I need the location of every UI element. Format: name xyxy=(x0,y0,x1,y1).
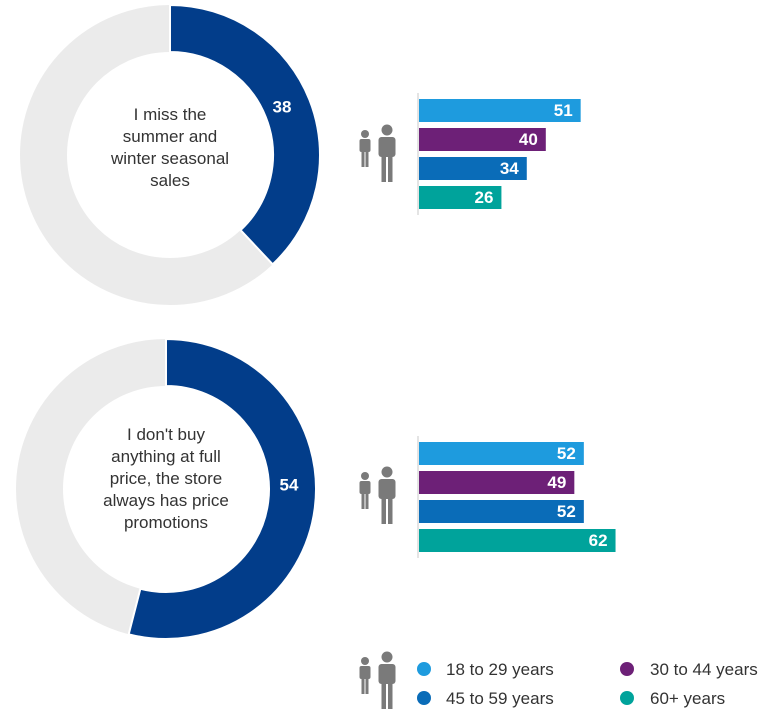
bar-value-label: 52 xyxy=(557,444,576,463)
bar-value-label: 51 xyxy=(554,101,573,120)
bar-2 xyxy=(419,128,546,151)
donut-center-label-line: sales xyxy=(150,171,190,190)
legend-swatch-30-44 xyxy=(620,662,634,676)
donut-center-label-line: summer and xyxy=(123,127,217,146)
legend-label-60-plus: 60+ years xyxy=(650,689,725,708)
legend-label-18-29: 18 to 29 years xyxy=(446,660,554,679)
donut-center-label-line: promotions xyxy=(124,513,208,532)
bar-3 xyxy=(419,500,584,523)
bar-1 xyxy=(419,99,581,122)
bar-value-label: 40 xyxy=(519,130,538,149)
bar-value-label: 34 xyxy=(500,159,519,178)
legend: 18 to 29 years 30 to 44 years 45 to 59 y… xyxy=(359,651,758,709)
people-icon xyxy=(359,124,396,182)
bar-4 xyxy=(419,186,502,209)
donut-center-label-line: I don't buy xyxy=(127,425,205,444)
donut-value-segment xyxy=(127,337,317,640)
donut-center-label-line: price, the store xyxy=(110,469,222,488)
bar-value-label: 62 xyxy=(589,531,608,550)
donut-value-label: 38 xyxy=(273,97,292,116)
donut-center-label-line: always has price xyxy=(103,491,229,510)
donut-center-label-line: winter seasonal xyxy=(110,149,229,168)
legend-swatch-18-29 xyxy=(417,662,431,676)
bar-value-label: 52 xyxy=(557,502,576,521)
panel-1: 38 I miss the summer and winter seasonal sal… xyxy=(20,3,581,305)
donut-value-label: 54 xyxy=(280,475,299,494)
legend-label-30-44: 30 to 44 years xyxy=(650,660,758,679)
donut-value-segment xyxy=(169,3,321,266)
bar-2 xyxy=(419,471,575,494)
people-icon xyxy=(359,651,396,709)
panel-2: 54 I don't buy anything at full price, the … xyxy=(16,337,616,640)
bar-value-label: 26 xyxy=(474,188,493,207)
legend-swatch-45-59 xyxy=(417,691,431,705)
bar-value-label: 49 xyxy=(547,473,566,492)
bar-4 xyxy=(419,529,616,552)
legend-swatch-60-plus xyxy=(620,691,634,705)
bar-3 xyxy=(419,157,527,180)
donut-center-label-line: anything at full xyxy=(111,447,221,466)
bar-1 xyxy=(419,442,584,465)
donut-center-label-line: I miss the xyxy=(134,105,207,124)
people-icon xyxy=(359,466,396,524)
legend-label-45-59: 45 to 59 years xyxy=(446,689,554,708)
